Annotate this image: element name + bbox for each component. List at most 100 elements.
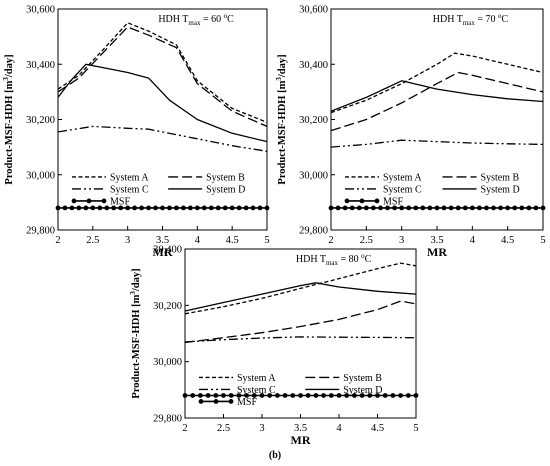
- x-tick-label: 4: [195, 235, 201, 246]
- x-tick-label: 2.5: [86, 235, 99, 246]
- msf-marker: [363, 205, 369, 211]
- msf-marker: [484, 205, 489, 211]
- msf-marker: [174, 205, 179, 211]
- msf-marker: [385, 205, 390, 211]
- msf-marker: [146, 205, 151, 211]
- y-axis-label: Product-MSF-HDH [m3/day]: [129, 268, 142, 398]
- x-tick-label: 2.5: [360, 235, 373, 246]
- legend-label: System A: [383, 172, 422, 183]
- panel-annotation: HDH Tmax = 60 oC: [158, 12, 234, 27]
- legend-marker: [344, 198, 350, 204]
- msf-marker: [349, 205, 355, 211]
- msf-marker: [125, 205, 131, 211]
- series-line-system-d: [184, 282, 417, 312]
- y-axis-label: Product-MSF-HDH [m3/day]: [2, 54, 15, 184]
- series-line-system-c: [184, 336, 417, 343]
- msf-marker: [367, 393, 373, 398]
- msf-marker: [462, 205, 468, 211]
- msf-marker: [491, 205, 496, 211]
- msf-marker: [221, 393, 226, 398]
- msf-marker: [55, 205, 61, 211]
- msf-marker: [434, 205, 440, 211]
- x-tick-label: 5: [264, 235, 269, 246]
- x-tick-label: 2: [182, 423, 187, 434]
- series-line-system-d: [330, 80, 544, 112]
- x-tick-label: 5: [540, 235, 545, 246]
- msf-marker: [413, 205, 419, 211]
- x-tick-label: 3: [399, 235, 404, 246]
- x-tick-label: 4.5: [226, 235, 239, 246]
- y-tick-label: 29,800: [26, 226, 55, 237]
- x-tick-label: 3.5: [430, 235, 443, 246]
- msf-marker: [236, 393, 242, 398]
- y-tick-label: 30,000: [299, 170, 328, 181]
- msf-marker: [335, 205, 341, 211]
- msf-marker: [213, 393, 219, 398]
- y-tick-label: 29,800: [299, 226, 328, 237]
- msf-marker: [375, 393, 380, 398]
- series-line-system-b: [57, 26, 268, 127]
- y-tick-label: 30,000: [26, 170, 55, 181]
- msf-marker: [243, 205, 249, 211]
- legend-label: System C: [237, 385, 276, 396]
- series-line-system-b: [330, 71, 544, 132]
- legend: System A System B System C System D MSF: [71, 172, 245, 207]
- legend-label: System D: [206, 184, 245, 195]
- y-tick-label: 30,200: [153, 301, 182, 312]
- msf-marker: [205, 393, 211, 398]
- legend-marker: [213, 399, 219, 404]
- legend: System A System B System C System D MSF: [198, 373, 382, 408]
- msf-marker: [190, 393, 196, 398]
- y-tick-label: 30,000: [153, 357, 182, 368]
- msf-marker: [228, 393, 234, 398]
- msf-marker: [97, 205, 103, 211]
- legend-marker: [198, 399, 204, 404]
- series-line-system-d: [57, 63, 268, 143]
- msf-marker: [336, 393, 342, 398]
- msf-marker: [398, 393, 403, 398]
- legend-label: System C: [383, 184, 422, 195]
- msf-marker: [519, 205, 525, 211]
- chart-panel-1: 29,800 30,000 30,200 30,400 30,600 2 2.5 3 3.5 4 4…: [2, 5, 270, 260]
- msf-marker: [182, 393, 188, 398]
- series-line-system-c: [330, 139, 544, 148]
- msf-marker: [405, 393, 411, 398]
- legend-label: System B: [481, 172, 520, 183]
- msf-marker: [399, 205, 405, 211]
- x-axis-label: MR: [153, 245, 173, 259]
- msf-marker: [512, 205, 518, 211]
- x-tick-label: 4.5: [501, 235, 514, 246]
- x-tick-label: 3.5: [156, 235, 169, 246]
- series-line-system-b: [184, 300, 417, 344]
- msf-marker: [275, 393, 280, 398]
- x-tick-label: 2: [328, 235, 333, 246]
- msf-marker: [244, 393, 250, 398]
- y-tick-label: 29,800: [153, 414, 182, 425]
- msf-marker: [167, 205, 172, 211]
- msf-marker: [250, 205, 256, 211]
- y-tick-label: 30,400: [153, 245, 182, 256]
- series-line-system-a: [57, 22, 268, 123]
- msf-marker: [344, 393, 350, 398]
- legend: System A System B System C System D MSF: [344, 172, 520, 207]
- msf-marker: [540, 205, 546, 211]
- msf-marker: [236, 205, 242, 211]
- msf-marker: [533, 205, 539, 211]
- msf-marker: [215, 205, 221, 211]
- series-line-system-a: [330, 52, 544, 114]
- x-axis-label: MR: [291, 433, 311, 447]
- msf-marker: [359, 393, 365, 398]
- msf-marker: [448, 205, 454, 211]
- y-tick-label: 30,200: [26, 115, 55, 126]
- msf-marker: [208, 205, 214, 211]
- msf-marker: [390, 393, 396, 398]
- msf-marker: [76, 205, 82, 211]
- legend-label: System A: [237, 373, 276, 384]
- msf-marker: [181, 205, 186, 211]
- x-tick-label: 5: [413, 423, 418, 434]
- x-tick-label: 3.5: [294, 423, 307, 434]
- msf-marker: [62, 205, 68, 211]
- msf-marker: [187, 205, 193, 211]
- legend-marker: [374, 198, 380, 204]
